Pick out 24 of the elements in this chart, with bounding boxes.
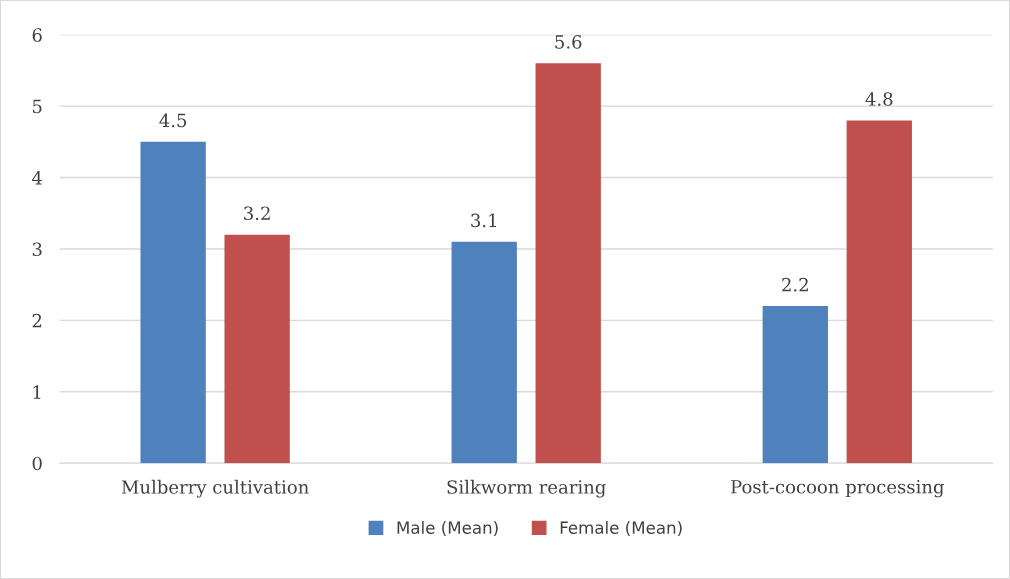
bar xyxy=(846,120,912,464)
y-tick-label: 0 xyxy=(32,456,42,471)
y-tick-label: 4 xyxy=(31,171,43,185)
y-tick-label: 1 xyxy=(33,385,41,399)
bar xyxy=(762,306,828,464)
y-tick-label: 5 xyxy=(32,99,42,114)
y-tick-label: 6 xyxy=(32,28,42,42)
bar xyxy=(451,241,517,464)
x-tick-label: Post-cocoon processing xyxy=(731,480,944,498)
data-label: 3.2 xyxy=(244,206,270,221)
data-label: 4.5 xyxy=(159,113,187,128)
legend-label: Female (Mean) xyxy=(560,521,682,536)
data-label: 4.8 xyxy=(865,92,893,106)
x-tick-label: Mulberry cultivation xyxy=(121,479,309,498)
y-tick-label: 3 xyxy=(32,242,42,257)
data-label: 2.2 xyxy=(782,277,808,292)
bar xyxy=(535,63,601,464)
data-label: 5.6 xyxy=(555,35,582,49)
bar xyxy=(140,141,206,464)
legend-label: Male (Mean) xyxy=(397,521,498,536)
x-tick-label: Silkworm rearing xyxy=(447,479,606,498)
bar xyxy=(224,234,290,464)
data-label: 3.1 xyxy=(471,213,497,228)
y-tick-label: 2 xyxy=(32,313,42,328)
